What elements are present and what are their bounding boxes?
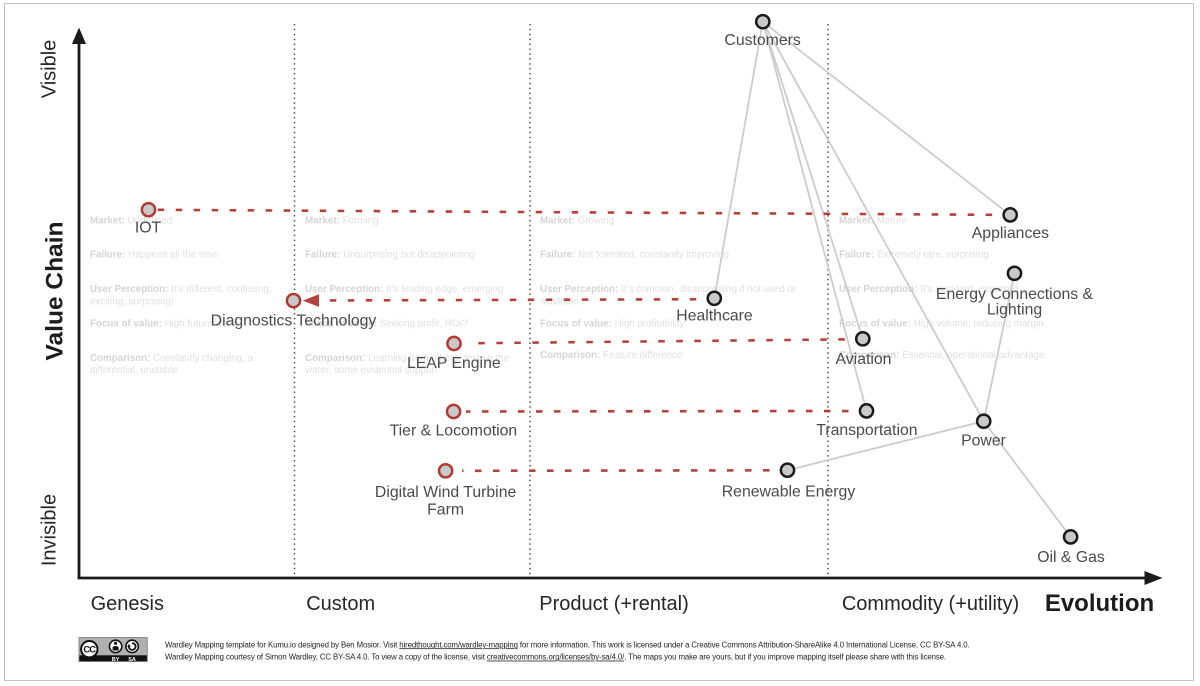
svg-text:Failure: Not tolerated, consta: Failure: Not tolerated, constantly impro… xyxy=(540,250,729,261)
svg-text:BY: BY xyxy=(112,657,120,663)
svg-text:Healthcare: Healthcare xyxy=(676,308,753,325)
svg-text:Evolution: Evolution xyxy=(1045,590,1154,617)
svg-text:Appliances: Appliances xyxy=(972,225,1049,242)
svg-text:Diagnostics Technology: Diagnostics Technology xyxy=(211,313,377,330)
svg-text:Renewable Energy: Renewable Energy xyxy=(722,483,856,500)
svg-text:Aviation: Aviation xyxy=(836,351,892,368)
svg-text:Wardley Mapping courtesy of Si: Wardley Mapping courtesy of Simon Wardle… xyxy=(165,653,946,662)
svg-text:Tier & Locomotion: Tier & Locomotion xyxy=(390,423,518,440)
svg-text:Genesis: Genesis xyxy=(91,593,164,615)
svg-text:Wardley Mapping template for K: Wardley Mapping template for Kumu.io des… xyxy=(165,640,970,649)
svg-text:Market: Undefined: Market: Undefined xyxy=(90,216,172,227)
svg-text:SA: SA xyxy=(128,657,136,663)
svg-text:differential, unstable: differential, unstable xyxy=(90,365,178,376)
svg-text:Focus of value: High profitabi: Focus of value: High profitability xyxy=(540,318,684,329)
svg-text:User Perception: It’s common,: User Perception: It’s common, disappoint… xyxy=(540,284,797,295)
svg-text:Commodity (+utility): Commodity (+utility) xyxy=(842,593,1019,615)
svg-text:Failure: Extremely rare, surpr: Failure: Extremely rare, surprising xyxy=(839,250,989,261)
svg-text:CC: CC xyxy=(83,645,96,656)
svg-text:Visible: Visible xyxy=(39,40,61,99)
svg-text:Digital Wind Turbine: Digital Wind Turbine xyxy=(375,484,517,501)
svg-text:Energy Connections &: Energy Connections & xyxy=(936,286,1094,303)
svg-text:Failure: Happens all the time: Failure: Happens all the time xyxy=(90,250,218,261)
svg-text:Value Chain: Value Chain xyxy=(42,222,69,361)
svg-text:Customers: Customers xyxy=(724,32,800,49)
svg-text:Comparison: Feature difference: Comparison: Feature difference xyxy=(540,350,683,361)
svg-text:Product (+rental): Product (+rental) xyxy=(539,593,689,615)
svg-text:Focus of value: Seeking profit: Focus of value: Seeking profit, ROI? xyxy=(305,318,468,329)
svg-text:Lighting: Lighting xyxy=(987,302,1042,319)
svg-text:Oil & Gas: Oil & Gas xyxy=(1037,549,1105,566)
svg-text:Focus of value: High future wo: Focus of value: High future worth xyxy=(90,318,239,329)
svg-text:Comparison: Constantly changin: Comparison: Constantly changing, a xyxy=(90,353,253,364)
svg-text:Custom: Custom xyxy=(306,593,375,615)
svg-text:water, some evidential support: water, some evidential support xyxy=(304,365,438,376)
svg-text:Invisible: Invisible xyxy=(38,494,60,566)
svg-text:exciting, surprising!: exciting, surprising! xyxy=(90,297,174,308)
svg-text:Focus of value: High volume, r: Focus of value: High volume, reducing ma… xyxy=(839,318,1044,329)
svg-text:Failure: Unsurprising but disa: Failure: Unsurprising but disappointing xyxy=(305,250,475,261)
svg-text:User Perception: It’s differen: User Perception: It’s different, confusi… xyxy=(90,284,272,295)
svg-text:Power: Power xyxy=(961,433,1006,450)
svg-text:Transportation: Transportation xyxy=(816,422,917,439)
svg-text:Market: Forming: Market: Forming xyxy=(305,216,379,227)
svg-text:User Perception: It’s standard: User Perception: It’s standard, expected xyxy=(839,284,1019,295)
svg-text:Farm: Farm xyxy=(427,502,464,519)
svg-text:Comparison: Essential, operati: Comparison: Essential, operational advan… xyxy=(839,350,1045,361)
svg-text:User Perception: It’s leading: User Perception: It’s leading edge, emer… xyxy=(305,284,504,295)
svg-text:LEAP Engine: LEAP Engine xyxy=(407,355,501,372)
svg-text:Comparison: Learning from othe: Comparison: Learning from others, testin… xyxy=(305,353,510,364)
svg-text:Market: Growing: Market: Growing xyxy=(540,216,614,227)
svg-text:available: available xyxy=(540,297,579,308)
svg-text:IOT: IOT xyxy=(135,220,162,237)
